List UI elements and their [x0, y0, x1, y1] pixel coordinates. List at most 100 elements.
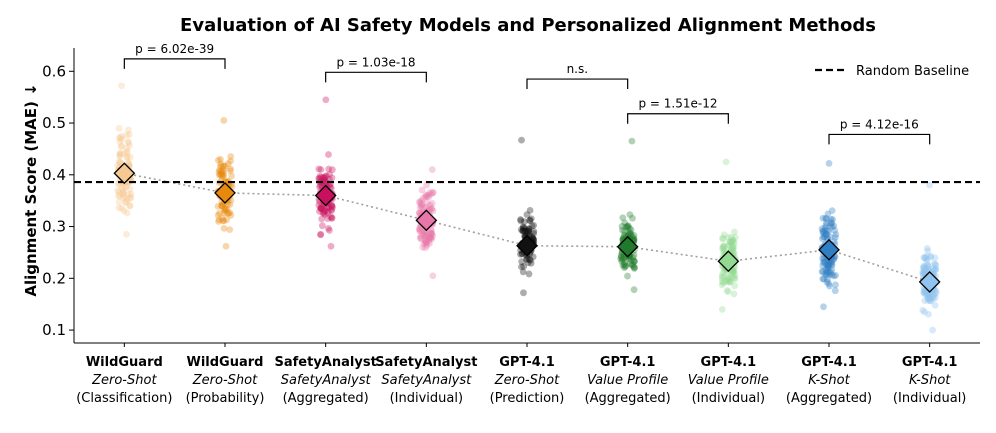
- data-point: [215, 168, 223, 176]
- data-point: [622, 262, 630, 270]
- data-point: [727, 278, 734, 286]
- data-point: [520, 218, 528, 226]
- data-point: [423, 199, 431, 207]
- data-point: [819, 227, 827, 235]
- data-point: [720, 273, 728, 280]
- data-point: [321, 177, 329, 185]
- significance-bracket-5: p = 4.12e-16: [828, 117, 931, 145]
- plot-area: 0.1 0.2 0.3 0.4 0.5 0.6 p = 6.02e-39 p = 1.03e-…: [42, 42, 980, 406]
- data-point: [422, 238, 430, 245]
- data-point: [824, 276, 831, 284]
- data-point: [118, 132, 126, 140]
- data-point: [324, 207, 332, 215]
- data-point: [629, 214, 636, 222]
- data-point: [216, 166, 224, 174]
- data-point: [121, 199, 129, 206]
- data-point: [823, 215, 830, 223]
- data-point: [927, 293, 935, 301]
- data-point: [620, 231, 628, 239]
- data-point: [927, 290, 934, 298]
- data-point: [419, 204, 427, 212]
- data-point: [422, 203, 430, 211]
- data-point: [422, 244, 430, 251]
- data-point: [328, 201, 336, 209]
- data-point: [818, 235, 826, 243]
- data-point: [118, 136, 126, 143]
- data-point: [925, 266, 933, 274]
- data-point: [119, 189, 127, 197]
- data-point: [427, 234, 435, 242]
- data-point: [223, 206, 231, 213]
- mean-marker-6: [616, 235, 639, 258]
- data-point: [821, 227, 829, 234]
- data-point: [218, 170, 226, 178]
- bracket-label: p = 4.12e-16: [840, 117, 919, 131]
- data-point: [127, 194, 135, 202]
- data-point: [825, 259, 833, 267]
- data-point: [317, 204, 325, 212]
- data-point: [426, 234, 434, 242]
- x-tick-label-8: GPT-4.1 K-Shot (Aggregated): [786, 343, 872, 406]
- data-point: [524, 259, 532, 267]
- data-point: [220, 224, 228, 232]
- data-point: [220, 171, 227, 179]
- data-point: [328, 174, 336, 182]
- data-point: [819, 275, 827, 283]
- data-point: [327, 242, 335, 250]
- data-point: [115, 188, 123, 196]
- data-point: [718, 277, 726, 285]
- data-point: [216, 171, 223, 179]
- data-point: [630, 286, 638, 294]
- data-point: [225, 210, 233, 217]
- data-point: [419, 230, 427, 238]
- data-point: [417, 197, 425, 205]
- data-point: [825, 268, 833, 276]
- data-point: [926, 181, 933, 189]
- data-point: [726, 238, 734, 246]
- data-point: [123, 209, 131, 217]
- data-point: [827, 216, 835, 223]
- data-point: [821, 224, 829, 232]
- data-point: [629, 254, 637, 261]
- data-point: [922, 288, 929, 296]
- data-point: [930, 260, 938, 268]
- data-point: [519, 268, 527, 276]
- x-tick-model: SafetyAnalyst: [375, 355, 477, 370]
- data-point: [421, 231, 429, 239]
- data-point: [116, 152, 124, 160]
- data-point: [725, 273, 732, 281]
- mean-marker-7: [717, 250, 740, 273]
- data-point: [626, 260, 634, 268]
- data-point: [319, 173, 327, 181]
- x-tick-method: SafetyAnalyst: [381, 373, 472, 388]
- data-point: [924, 291, 932, 298]
- data-point: [621, 263, 629, 270]
- data-point: [422, 193, 429, 201]
- data-point: [220, 117, 228, 124]
- data-point: [527, 215, 535, 223]
- data-point: [923, 265, 931, 273]
- data-point: [520, 289, 527, 297]
- data-point: [824, 261, 832, 269]
- data-point: [820, 275, 828, 283]
- data-point: [627, 226, 635, 234]
- data-point: [218, 215, 226, 222]
- data-point: [530, 221, 538, 229]
- data-point: [521, 227, 529, 235]
- data-point: [530, 227, 538, 235]
- data-point: [822, 221, 830, 229]
- data-point: [118, 82, 126, 90]
- data-point: [529, 253, 537, 261]
- data-point: [416, 199, 424, 207]
- data-point: [324, 209, 332, 217]
- data-point: [729, 273, 736, 281]
- data-point: [922, 264, 930, 272]
- data-point: [722, 278, 729, 286]
- data-point: [415, 198, 423, 206]
- data-point: [621, 219, 629, 227]
- data-point: [723, 287, 731, 294]
- data-point: [120, 207, 128, 215]
- data-point: [428, 205, 436, 213]
- data-point: [930, 265, 937, 273]
- data-point: [126, 142, 134, 149]
